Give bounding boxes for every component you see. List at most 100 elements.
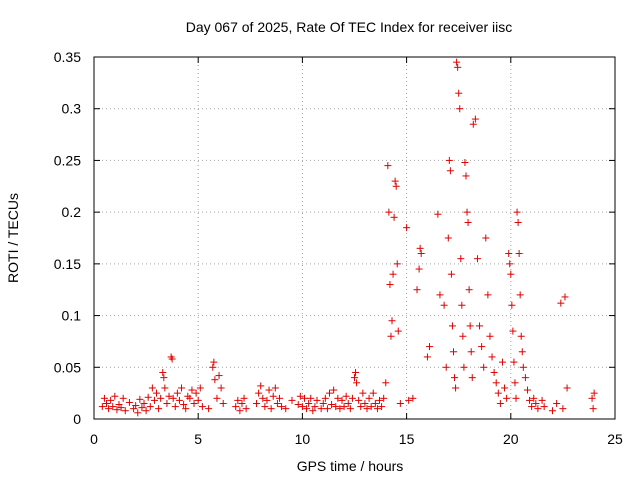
data-point (484, 291, 492, 299)
data-point (213, 394, 221, 402)
y-tick-label: 0.05 (54, 359, 81, 375)
x-tick-label: 10 (295, 431, 311, 447)
data-point (448, 322, 456, 330)
data-point (367, 403, 375, 411)
data-point (169, 394, 177, 402)
data-point (523, 386, 531, 394)
data-point (498, 358, 506, 366)
data-point (478, 343, 486, 351)
data-point (462, 172, 470, 180)
data-point (451, 374, 459, 382)
data-point (157, 394, 165, 402)
data-point (353, 379, 361, 387)
data-point (389, 270, 397, 278)
data-point (257, 382, 265, 390)
chart-title: Day 067 of 2025, Rate Of TEC Index for r… (186, 19, 513, 35)
data-point (117, 404, 125, 412)
y-tick-label: 0.3 (62, 101, 82, 117)
data-point (373, 405, 381, 413)
data-point (105, 405, 113, 413)
y-tick-label: 0.2 (62, 204, 82, 220)
plot-frame (93, 56, 616, 420)
data-point (294, 401, 302, 409)
x-axis-label: GPS time / hours (297, 458, 404, 474)
data-point (340, 403, 348, 411)
data-point (471, 115, 479, 123)
data-point (300, 394, 308, 402)
data-point (442, 363, 450, 371)
data-point (371, 399, 379, 407)
data-point (148, 384, 156, 392)
data-point (296, 392, 304, 400)
data-point (394, 327, 402, 335)
data-point (417, 250, 425, 258)
data-point (506, 260, 514, 268)
data-point (323, 405, 331, 413)
data-point (480, 363, 488, 371)
data-point (380, 394, 388, 402)
data-point (186, 394, 194, 402)
data-point (463, 208, 471, 216)
data-point (455, 89, 463, 97)
data-point (136, 395, 144, 403)
data-point (303, 405, 311, 413)
data-point (348, 394, 356, 402)
data-point (530, 394, 538, 402)
x-tick-label: 5 (194, 431, 202, 447)
data-point (182, 405, 190, 413)
data-point (390, 213, 398, 221)
data-point (405, 396, 413, 404)
data-point (344, 399, 352, 407)
data-point (142, 407, 150, 415)
data-point (278, 403, 286, 411)
data-point (103, 399, 111, 407)
data-point (125, 398, 133, 406)
y-axis-label: ROTI / TECUs (5, 193, 21, 283)
data-point (385, 208, 393, 216)
data-point (163, 399, 171, 407)
y-tick-label: 0.15 (54, 256, 81, 272)
data-point (461, 158, 469, 166)
data-point (175, 396, 183, 404)
data-point (453, 58, 461, 66)
x-tick-label: 15 (399, 431, 415, 447)
data-point (313, 396, 321, 404)
data-point (346, 405, 354, 413)
data-point (510, 358, 518, 366)
data-point (188, 386, 196, 394)
data-point (355, 396, 363, 404)
data-point (194, 396, 202, 404)
data-point (507, 270, 515, 278)
data-point (561, 293, 569, 301)
data-point (352, 368, 360, 376)
data-point (501, 384, 509, 392)
data-point (518, 348, 526, 356)
data-point (217, 384, 225, 392)
data-point (265, 386, 273, 394)
data-point (138, 404, 146, 412)
data-points (98, 58, 598, 417)
data-point (382, 379, 390, 387)
data-point (309, 407, 317, 415)
data-point (255, 389, 263, 397)
data-point (236, 407, 244, 415)
data-point (209, 363, 217, 371)
data-point (113, 406, 121, 414)
y-tick-label: 0.35 (54, 49, 81, 65)
x-tick-label: 20 (503, 431, 519, 447)
data-point (392, 182, 400, 190)
data-point (449, 348, 457, 356)
data-point (482, 234, 490, 242)
data-point (413, 286, 421, 294)
data-point (553, 399, 561, 407)
data-point (528, 403, 536, 411)
data-point (253, 399, 261, 407)
data-point (446, 167, 454, 175)
data-point (359, 389, 367, 397)
data-point (336, 405, 344, 413)
data-point (328, 401, 336, 409)
data-point (342, 392, 350, 400)
data-point (454, 63, 462, 71)
data-point (261, 403, 269, 411)
data-point (467, 348, 475, 356)
